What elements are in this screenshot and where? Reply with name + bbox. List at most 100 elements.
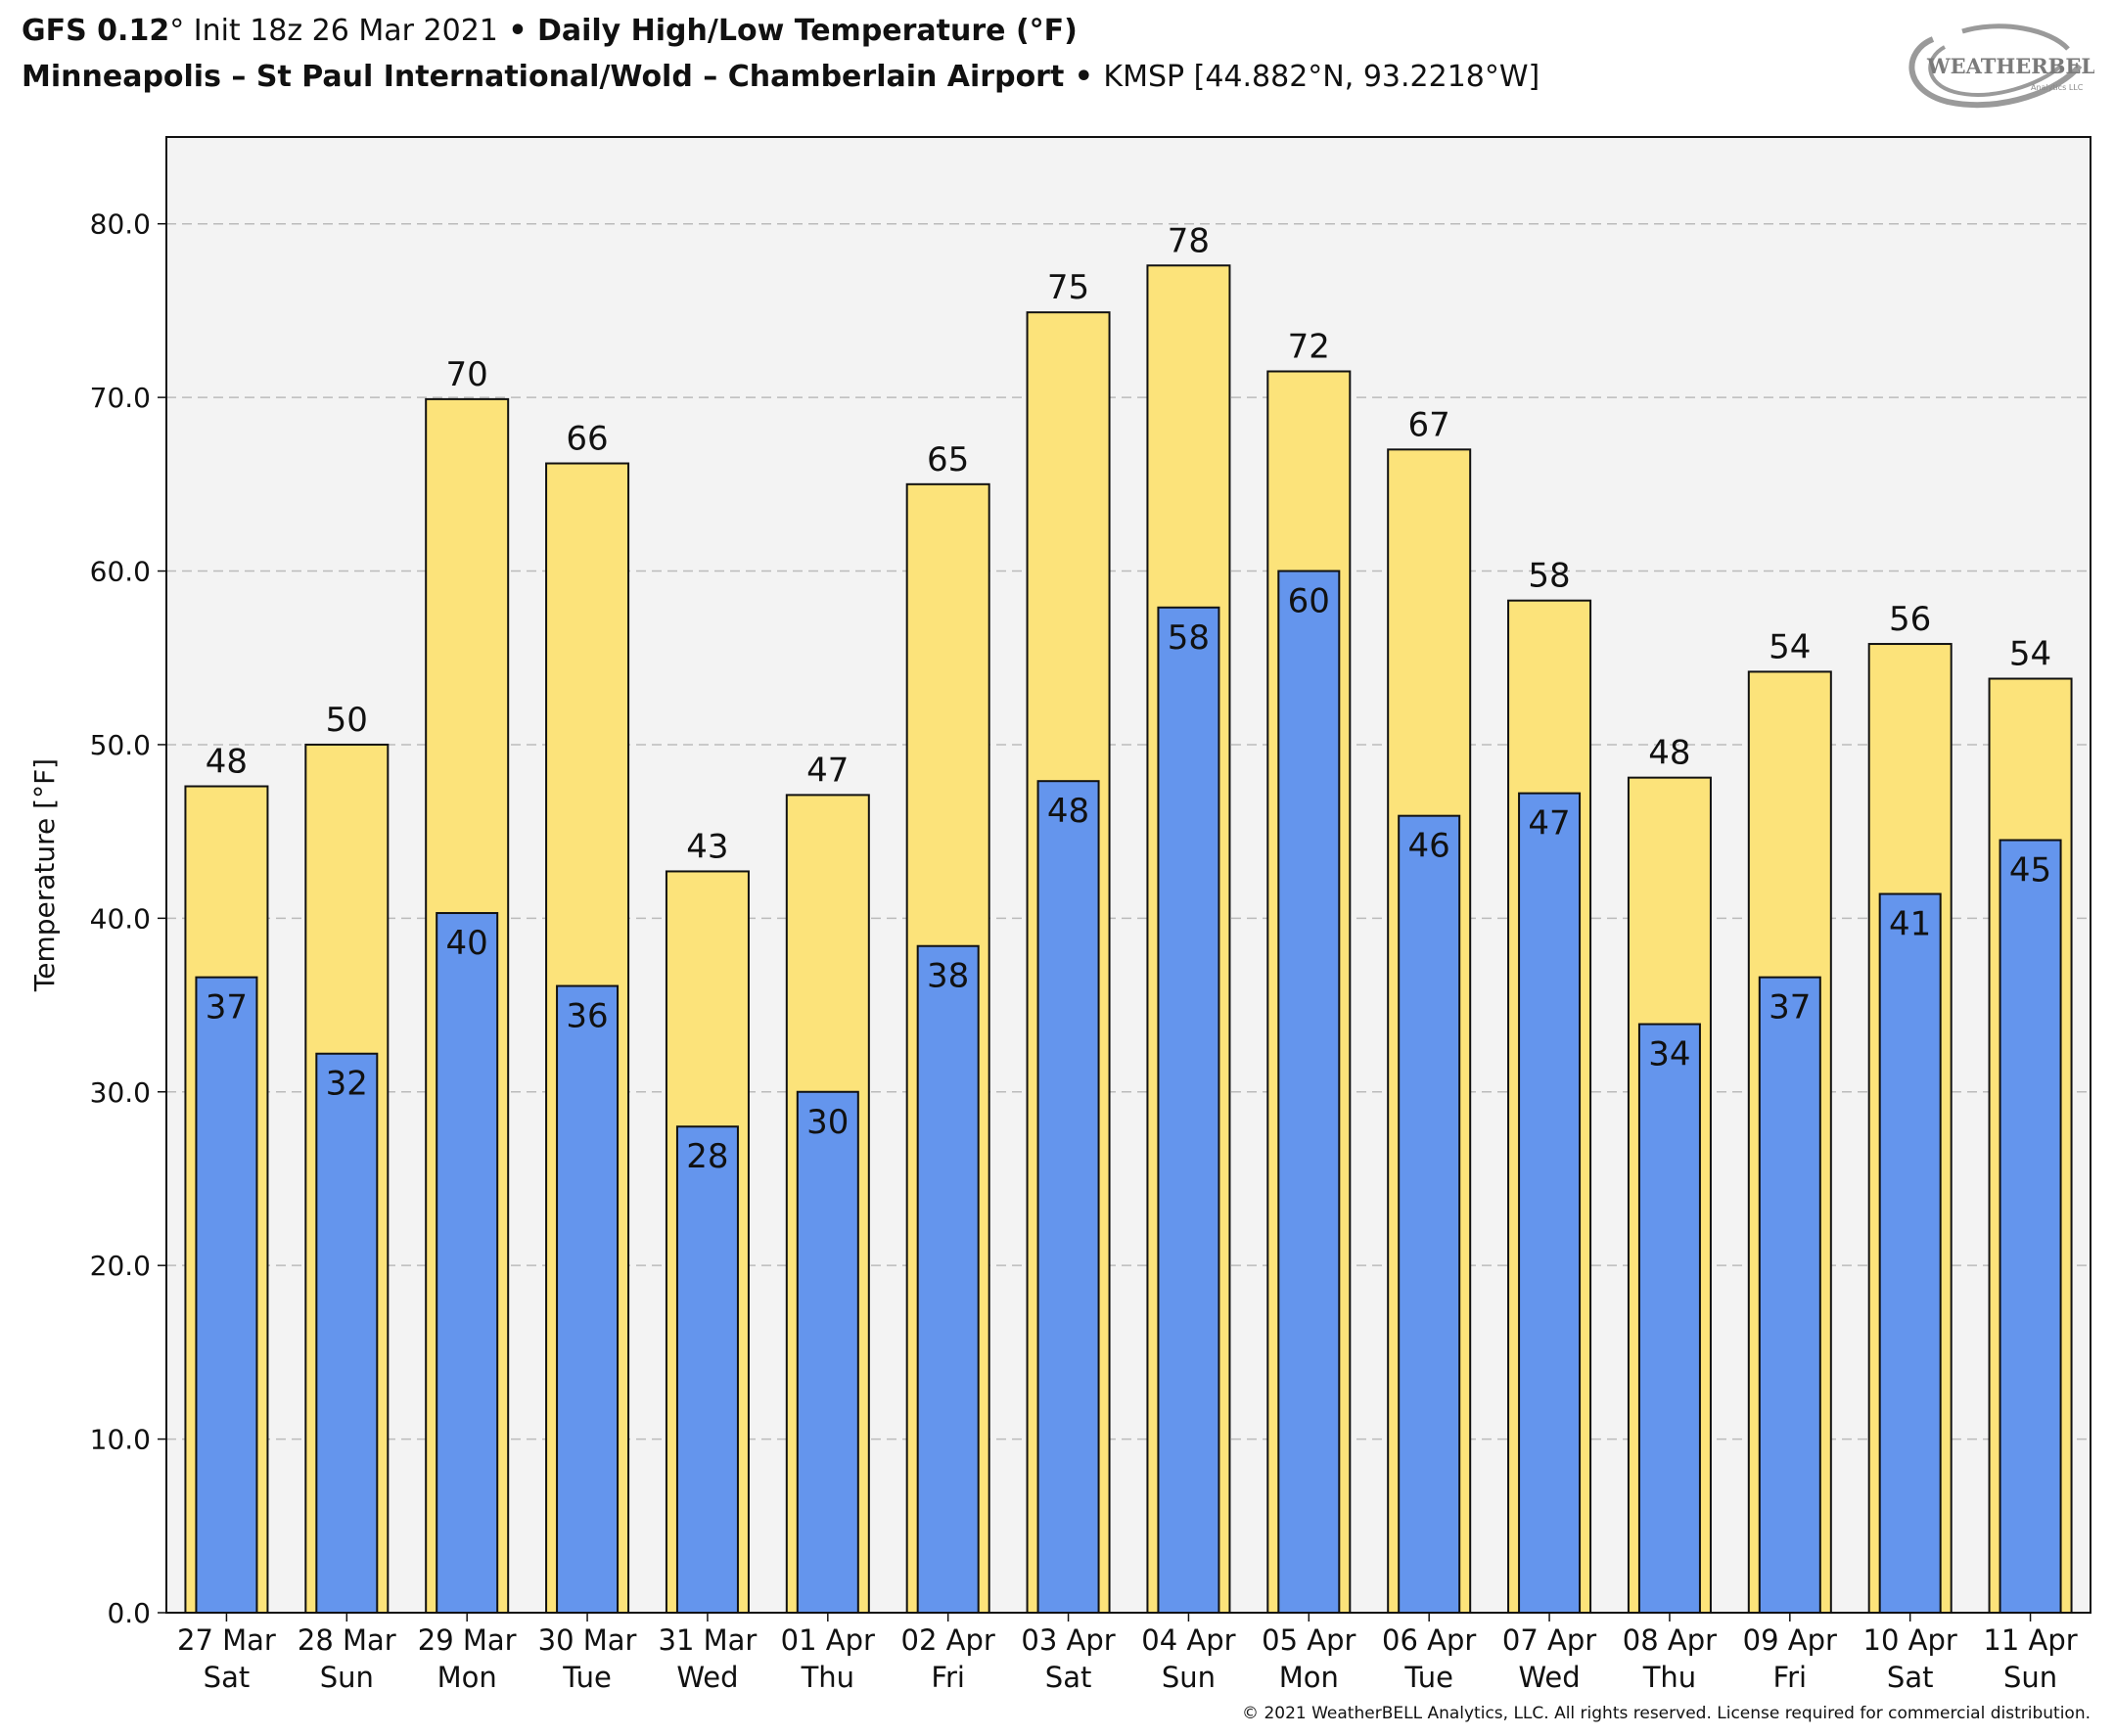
x-tick-day: Wed: [1518, 1661, 1580, 1694]
y-tick-label: 50.0: [90, 729, 151, 761]
high-value-label: 67: [1408, 405, 1450, 444]
high-value-label: 48: [206, 743, 248, 782]
y-tick-label: 70.0: [90, 382, 151, 414]
low-bar: [796, 1090, 859, 1614]
station-separator: •: [1064, 60, 1104, 94]
x-tick-date: 30 Mar: [538, 1623, 637, 1657]
y-tick-label: 30.0: [90, 1076, 151, 1109]
x-tick-date: 28 Mar: [298, 1623, 396, 1657]
init-time: Init 18z 26 Mar 2021: [184, 14, 498, 48]
y-tick-label: 20.0: [90, 1250, 151, 1282]
x-tick-date: 05 Apr: [1262, 1623, 1356, 1657]
low-value-label: 36: [566, 997, 608, 1036]
x-tick-date: 11 Apr: [1983, 1623, 2077, 1657]
low-bar: [1758, 976, 1821, 1614]
low-bar: [195, 976, 258, 1614]
x-tick-day: Tue: [1403, 1661, 1453, 1694]
chart-title-line-1: GFS 0.12° Init 18z 26 Mar 2021 • Daily H…: [22, 14, 1078, 48]
low-bar: [1878, 892, 1942, 1614]
degree-sign: °: [169, 14, 185, 48]
low-value-label: 38: [927, 957, 969, 996]
x-tick-date: 06 Apr: [1382, 1623, 1476, 1657]
x-tick-day: Sun: [2003, 1661, 2057, 1694]
low-bar: [1999, 839, 2062, 1614]
low-value-label: 58: [1168, 618, 1210, 658]
high-value-label: 66: [566, 420, 608, 459]
model-name: GFS 0.12: [22, 14, 170, 48]
low-bar: [315, 1052, 379, 1614]
high-value-label: 78: [1168, 221, 1210, 260]
x-tick-date: 31 Mar: [659, 1623, 758, 1657]
x-tick-date: 07 Apr: [1502, 1623, 1596, 1657]
low-bar: [1518, 792, 1582, 1614]
x-tick-date: 27 Mar: [177, 1623, 276, 1657]
high-value-label: 65: [927, 440, 969, 480]
product-name: Daily High/Low Temperature (°F): [536, 14, 1078, 48]
low-value-label: 37: [1769, 988, 1811, 1028]
low-bar: [1398, 814, 1461, 1614]
low-bar: [675, 1125, 739, 1614]
x-tick-date: 08 Apr: [1623, 1623, 1717, 1657]
low-value-label: 60: [1288, 582, 1330, 621]
high-value-label: 50: [326, 701, 368, 740]
y-axis-label: Temperature [°F]: [28, 758, 61, 992]
copyright-notice: © 2021 WeatherBELL Analytics, LLC. All r…: [1242, 1704, 2091, 1723]
low-value-label: 40: [446, 924, 488, 963]
x-tick-day: Sat: [1045, 1661, 1092, 1694]
low-bar: [916, 944, 980, 1614]
low-bar: [1637, 1023, 1701, 1614]
high-value-label: 43: [686, 827, 728, 866]
x-tick-day: Wed: [676, 1661, 738, 1694]
x-tick-day: Sun: [1162, 1661, 1216, 1694]
y-tick-label: 0.0: [107, 1597, 151, 1629]
high-value-label: 48: [1648, 734, 1690, 773]
high-value-label: 72: [1288, 328, 1330, 367]
chart-title-line-2: Minneapolis – St Paul International/Wold…: [22, 60, 1540, 94]
x-tick-day: Sun: [320, 1661, 374, 1694]
x-tick-day: Fri: [931, 1661, 965, 1694]
low-value-label: 46: [1408, 827, 1450, 866]
x-tick-date: 09 Apr: [1743, 1623, 1837, 1657]
high-value-label: 56: [1889, 600, 1931, 639]
high-value-label: 70: [446, 355, 488, 394]
low-value-label: 47: [1528, 804, 1570, 844]
low-bar: [556, 984, 620, 1614]
y-tick-label: 40.0: [90, 902, 151, 935]
x-tick-day: Sat: [204, 1661, 251, 1694]
y-tick-label: 60.0: [90, 556, 151, 588]
low-value-label: 37: [206, 988, 248, 1028]
station-code: KMSP [44.882°N, 93.2218°W]: [1103, 60, 1540, 94]
x-tick-date: 04 Apr: [1141, 1623, 1235, 1657]
x-tick-date: 02 Apr: [901, 1623, 995, 1657]
svg-text:WEATHERBELL: WEATHERBELL: [1926, 54, 2094, 78]
x-tick-day: Thu: [801, 1661, 854, 1694]
low-value-label: 28: [686, 1137, 728, 1176]
high-value-label: 47: [806, 751, 849, 790]
title-separator: •: [497, 14, 537, 48]
high-value-label: 58: [1528, 557, 1570, 596]
x-tick-date: 01 Apr: [781, 1623, 875, 1657]
low-bar: [436, 912, 499, 1614]
low-bar: [1036, 780, 1100, 1614]
high-value-label: 54: [2009, 635, 2051, 674]
x-tick-date: 29 Mar: [418, 1623, 517, 1657]
low-bar: [1157, 606, 1220, 1614]
y-tick-label: 80.0: [90, 208, 151, 241]
low-value-label: 48: [1047, 792, 1089, 831]
low-value-label: 30: [806, 1103, 849, 1142]
x-tick-date: 10 Apr: [1863, 1623, 1957, 1657]
low-value-label: 32: [326, 1065, 368, 1104]
high-value-label: 75: [1047, 268, 1089, 307]
x-tick-day: Tue: [562, 1661, 612, 1694]
x-tick-day: Mon: [1279, 1661, 1339, 1694]
weatherbell-logo: WEATHERBELL Analytics LLC: [1908, 23, 2094, 109]
x-tick-day: Sat: [1887, 1661, 1934, 1694]
x-tick-date: 03 Apr: [1021, 1623, 1115, 1657]
y-tick-label: 10.0: [90, 1424, 151, 1456]
plot-frame: [165, 136, 2091, 1614]
x-tick-day: Fri: [1773, 1661, 1808, 1694]
x-tick-day: Thu: [1642, 1661, 1696, 1694]
svg-text:Analytics LLC: Analytics LLC: [2031, 83, 2084, 92]
x-tick-day: Mon: [437, 1661, 497, 1694]
